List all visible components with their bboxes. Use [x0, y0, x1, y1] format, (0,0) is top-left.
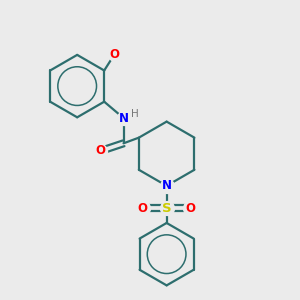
Text: S: S [162, 202, 171, 214]
Text: O: O [95, 144, 105, 157]
Text: N: N [162, 179, 172, 192]
Text: O: O [138, 202, 148, 214]
Text: O: O [185, 202, 195, 214]
Text: O: O [110, 48, 120, 61]
Text: N: N [118, 112, 128, 124]
Text: H: H [131, 109, 139, 118]
